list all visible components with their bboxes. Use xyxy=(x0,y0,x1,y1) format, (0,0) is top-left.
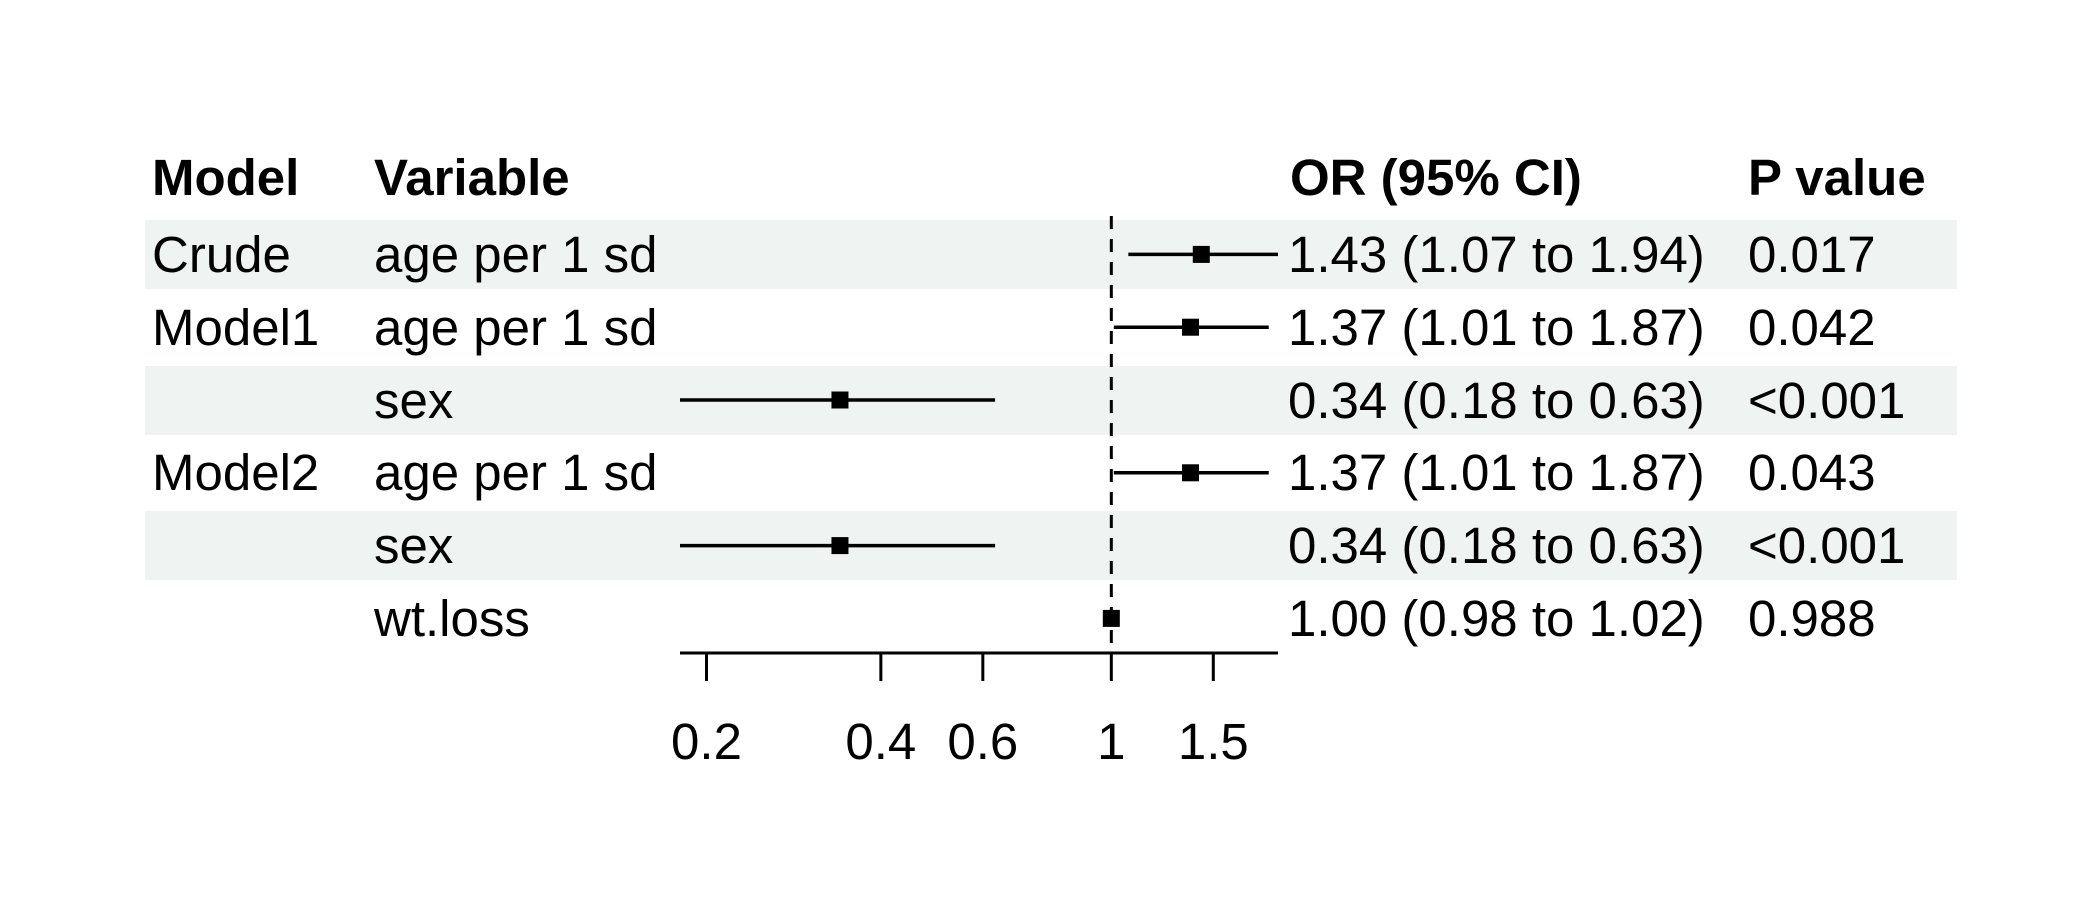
header-p-value: P value xyxy=(1748,149,1926,206)
variable-cell: wt.loss xyxy=(374,590,530,647)
p-value-cell: 0.043 xyxy=(1748,444,1876,501)
or-ci-cell: 1.43 (1.07 to 1.94) xyxy=(1288,226,1705,283)
table-row: Crude age per 1 sd 1.43 (1.07 to 1.94) 0… xyxy=(145,220,1957,289)
p-value-cell: 0.042 xyxy=(1748,299,1876,356)
table-row: Model2 age per 1 sd 1.37 (1.01 to 1.87) … xyxy=(145,438,1957,507)
model-cell: Crude xyxy=(152,226,291,283)
model-cell: Model2 xyxy=(152,444,320,501)
p-value-cell: 0.017 xyxy=(1748,226,1876,283)
variable-cell: age per 1 sd xyxy=(374,226,658,283)
variable-cell: age per 1 sd xyxy=(374,299,658,356)
header-or-ci: OR (95% CI) xyxy=(1290,149,1582,206)
or-ci-cell: 0.34 (0.18 to 0.63) xyxy=(1288,372,1705,429)
variable-cell: sex xyxy=(374,517,454,574)
header-variable: Variable xyxy=(374,149,570,206)
table-row: wt.loss 1.00 (0.98 to 1.02) 0.988 xyxy=(145,584,1957,653)
p-value-cell: <0.001 xyxy=(1748,517,1906,574)
p-value-cell: <0.001 xyxy=(1748,372,1906,429)
or-ci-cell: 1.37 (1.01 to 1.87) xyxy=(1288,299,1705,356)
or-ci-cell: 1.37 (1.01 to 1.87) xyxy=(1288,444,1705,501)
variable-cell: sex xyxy=(374,372,454,429)
or-ci-cell: 1.00 (0.98 to 1.02) xyxy=(1288,590,1705,647)
model-cell: Model1 xyxy=(152,299,320,356)
table-row: Model1 age per 1 sd 1.37 (1.01 to 1.87) … xyxy=(145,293,1957,362)
or-ci-cell: 0.34 (0.18 to 0.63) xyxy=(1288,517,1705,574)
table-row: sex 0.34 (0.18 to 0.63) <0.001 xyxy=(145,366,1957,435)
variable-cell: age per 1 sd xyxy=(374,444,658,501)
header-model: Model xyxy=(152,149,300,206)
table-row: sex 0.34 (0.18 to 0.63) <0.001 xyxy=(145,511,1957,580)
p-value-cell: 0.988 xyxy=(1748,590,1876,647)
